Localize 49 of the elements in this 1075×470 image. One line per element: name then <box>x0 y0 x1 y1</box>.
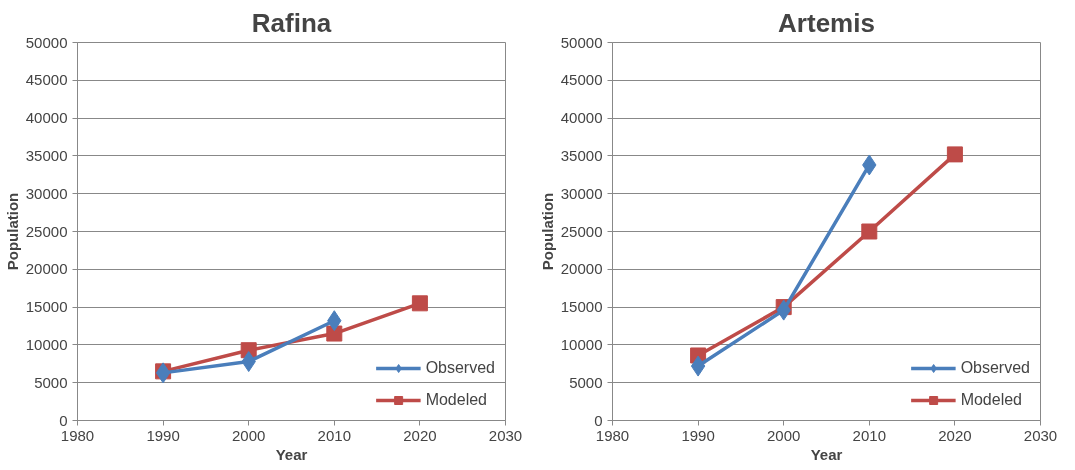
x-tick-label: 2000 <box>232 426 266 444</box>
y-tick-label: 5000 <box>34 373 68 391</box>
point <box>411 295 428 312</box>
x-tick-label: 2030 <box>1023 426 1058 444</box>
x-tick-label: 1990 <box>681 426 715 444</box>
point <box>690 355 706 377</box>
point <box>155 362 171 384</box>
y-tick-label: 15000 <box>560 298 603 316</box>
y-tick-label: 40000 <box>560 109 603 127</box>
x-axis-title: Year <box>810 445 843 463</box>
y-tick-label: 25000 <box>25 222 68 240</box>
y-tick-label: 10000 <box>25 335 68 353</box>
y-tick-label: 50000 <box>560 33 603 51</box>
x-tick-label: 2010 <box>852 426 886 444</box>
y-tick-label: 50000 <box>25 33 68 51</box>
y-tick-label: 15000 <box>25 298 68 316</box>
x-tick-label: 2020 <box>403 426 437 444</box>
y-tick-label: 0 <box>59 411 68 429</box>
x-axis-title: Year <box>275 445 308 463</box>
legend-label: Observed <box>425 359 495 377</box>
y-tick-label: 40000 <box>25 109 68 127</box>
x-tick-label: 1980 <box>595 426 630 444</box>
x-tick-label: 2030 <box>488 426 523 444</box>
x-tick-label: 2000 <box>767 426 801 444</box>
y-tick-label: 20000 <box>25 260 68 278</box>
legend-label: Modeled <box>960 391 1022 409</box>
x-tick-label: 2020 <box>938 426 972 444</box>
legend-label: Modeled <box>425 391 487 409</box>
y-tick-label: 5000 <box>569 373 603 391</box>
x-tick-label: 1990 <box>146 426 180 444</box>
chart-title: Rafina <box>251 7 332 38</box>
y-tick-label: 35000 <box>560 146 603 164</box>
point <box>946 146 963 163</box>
chart-title: Artemis <box>778 7 875 38</box>
x-tick-label: 2010 <box>317 426 351 444</box>
y-tick-label: 35000 <box>25 146 68 164</box>
y-tick-label: 30000 <box>25 184 68 202</box>
y-tick-label: 20000 <box>560 260 603 278</box>
y-axis-title: Population <box>538 192 556 271</box>
y-tick-label: 10000 <box>560 335 603 353</box>
x-tick-label: 1980 <box>60 426 95 444</box>
y-tick-label: 0 <box>594 411 603 429</box>
y-tick-label: 45000 <box>25 71 68 89</box>
point <box>861 223 878 240</box>
legend-label: Observed <box>960 359 1030 377</box>
y-axis-title: Population <box>3 192 21 271</box>
y-tick-label: 25000 <box>560 222 603 240</box>
y-tick-label: 30000 <box>560 184 603 202</box>
y-tick-label: 45000 <box>560 71 603 89</box>
